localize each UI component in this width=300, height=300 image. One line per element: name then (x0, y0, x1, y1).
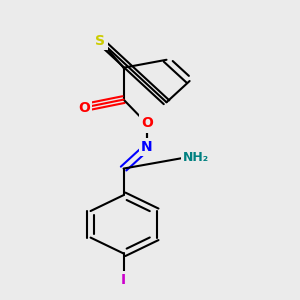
Text: O: O (78, 100, 90, 115)
Text: NH₂: NH₂ (183, 152, 209, 164)
Text: N: N (141, 140, 152, 154)
Text: I: I (121, 273, 126, 287)
Text: S: S (95, 34, 106, 48)
Text: O: O (141, 116, 153, 130)
